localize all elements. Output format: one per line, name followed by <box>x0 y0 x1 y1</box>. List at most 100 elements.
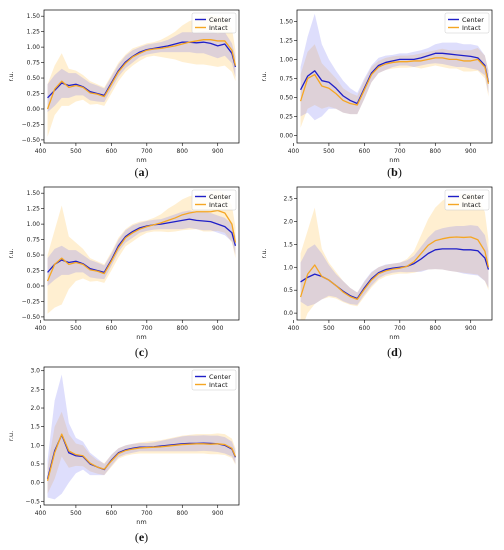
axes-frame <box>43 9 240 144</box>
x-tick-label: 900 <box>465 325 477 332</box>
x-tick-label: 600 <box>106 148 118 155</box>
x-tick-label: 400 <box>35 148 47 155</box>
y-tick-label: 0.0 <box>30 480 40 487</box>
y-axis-label: r.u. <box>260 248 268 258</box>
x-axis-label: nm <box>136 156 146 164</box>
legend-label-intact: Intact <box>462 201 481 209</box>
y-tick-label: 1.50 <box>27 13 41 20</box>
y-tick-label: 1.0 <box>283 264 293 271</box>
axes-frame <box>43 366 240 506</box>
x-tick-label: 400 <box>35 510 47 517</box>
x-tick-label: 800 <box>177 510 189 517</box>
series-line-center <box>47 41 237 99</box>
x-tick-label: 900 <box>212 148 224 155</box>
series-line-center <box>299 52 490 105</box>
caption-close-paren: ) <box>144 530 148 544</box>
x-tick-label: 900 <box>212 510 224 517</box>
x-tick-label: 800 <box>430 325 442 332</box>
x-tick-label: 500 <box>323 148 335 155</box>
band-intact <box>47 411 236 494</box>
x-axis-label: nm <box>136 333 146 341</box>
series-line-intact <box>46 433 237 481</box>
caption-close-paren: ) <box>398 165 402 179</box>
series-line-intact <box>299 57 490 106</box>
legend-label-center: Center <box>462 193 484 201</box>
y-tick-label: 0.50 <box>27 252 41 259</box>
y-axis-label: r.u. <box>7 248 15 258</box>
y-tick-label: 0.75 <box>280 75 294 82</box>
y-tick-label: 1.0 <box>30 442 40 449</box>
x-tick-label: 700 <box>141 325 153 332</box>
y-tick-label: 0.5 <box>283 287 293 294</box>
y-tick-label: 1.25 <box>27 29 41 36</box>
y-tick-label: 2.0 <box>30 405 40 412</box>
panel-e: 400 500 600 700 800 900 −0.5 0.0 0.5 1.0 1.5 2.0 2.5… <box>7 366 240 544</box>
y-tick-label: 3.0 <box>30 368 40 375</box>
caption-close-paren: ) <box>145 165 149 179</box>
band-center <box>47 31 236 113</box>
band-intact <box>300 192 489 320</box>
y-tick-label: 0.00 <box>27 283 41 290</box>
legend-label-intact: Intact <box>462 24 481 32</box>
band-center <box>300 13 489 121</box>
panel-caption: (b) <box>387 165 402 179</box>
panel-d: 400 500 600 700 800 900 0.0 0.5 1.0 1.5 2.0 2.5 nm r.… <box>260 186 493 359</box>
x-tick-label: 600 <box>359 148 371 155</box>
legend-label-center: Center <box>462 16 484 24</box>
y-tick-label: 2.0 <box>283 218 293 225</box>
x-tick-label: 400 <box>288 325 300 332</box>
legend-label-intact: Intact <box>209 381 228 389</box>
y-tick-label: 0.50 <box>27 75 41 82</box>
y-tick-label: 1.00 <box>27 44 41 51</box>
x-tick-label: 700 <box>394 325 406 332</box>
y-tick-label: −0.50 <box>22 314 41 321</box>
x-tick-label: 500 <box>70 325 82 332</box>
y-tick-label: 0.75 <box>27 60 41 67</box>
plot-area <box>46 190 237 314</box>
y-axis-label: r.u. <box>260 71 268 81</box>
y-tick-label: −0.25 <box>22 298 41 305</box>
panel-caption: (a) <box>135 165 149 179</box>
panel-c: 400 500 600 700 800 900 −0.50 −0.25 0.00 0.25 0.50… <box>7 186 240 359</box>
series-line-intact <box>46 39 237 110</box>
series-line-center <box>47 218 237 274</box>
y-tick-label: 0.00 <box>27 106 41 113</box>
x-axis-label: nm <box>389 333 399 341</box>
caption-open-paren: ( <box>135 345 139 359</box>
y-tick-label: 1.50 <box>280 18 294 25</box>
x-tick-label: 800 <box>177 325 189 332</box>
legend-label-intact: Intact <box>209 24 228 32</box>
y-tick-label: 2.5 <box>283 195 293 202</box>
panel-a: 400 500 600 700 800 900 −0.50 −0.25 0.00 0.25 0.50… <box>7 9 240 179</box>
axes-frame <box>296 9 493 144</box>
legend-label-intact: Intact <box>209 201 228 209</box>
x-tick-label: 600 <box>359 325 371 332</box>
plot-area <box>299 192 490 320</box>
legend-label-center: Center <box>209 373 231 381</box>
caption-open-paren: ( <box>135 165 139 179</box>
band-center <box>47 210 236 286</box>
y-tick-label: 0.5 <box>30 461 40 468</box>
axes-frame <box>296 186 493 321</box>
series-line-intact <box>46 209 237 282</box>
x-tick-label: 500 <box>70 510 82 517</box>
plot-area <box>46 374 237 500</box>
x-tick-label: 700 <box>141 510 153 517</box>
y-axis-label: r.u. <box>7 431 15 441</box>
y-tick-label: 0.50 <box>280 94 294 101</box>
caption-open-paren: ( <box>387 345 391 359</box>
x-tick-label: 900 <box>212 325 224 332</box>
band-intact <box>300 44 489 128</box>
band-center <box>300 225 489 307</box>
y-tick-label: 1.5 <box>30 424 40 431</box>
x-tick-label: 600 <box>106 325 118 332</box>
caption-close-paren: ) <box>398 345 402 359</box>
caption-letter: c <box>139 345 145 359</box>
x-tick-label: 500 <box>70 148 82 155</box>
y-tick-label: −0.50 <box>22 137 41 144</box>
y-tick-label: 0.25 <box>280 113 294 120</box>
